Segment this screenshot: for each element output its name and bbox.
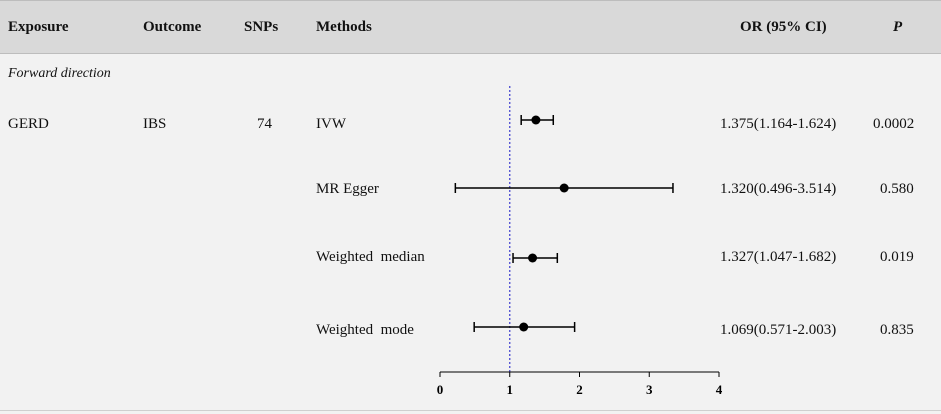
x-tick-label-3: 3 (646, 382, 653, 397)
header-outcome: Outcome (143, 19, 202, 35)
estimate-point-2 (528, 253, 538, 263)
or-ci-mr-egger: 1.320(0.496-3.514) (720, 181, 837, 197)
section-label: Forward direction (8, 66, 111, 81)
or-ci-weighted-median: 1.327(1.047-1.682) (720, 249, 837, 265)
p-weighted-median: 0.019 (880, 249, 914, 265)
table-header: Exposure Outcome SNPs Methods OR (95% CI… (0, 0, 941, 54)
estimate-point-0 (531, 115, 541, 125)
estimate-point-1 (559, 183, 569, 193)
p-ivw: 0.0002 (873, 116, 915, 132)
snps-value: 74 (257, 116, 272, 132)
p-weighted-mode: 0.835 (880, 322, 914, 338)
estimate-point-3 (519, 322, 529, 332)
header-methods: Methods (316, 19, 372, 35)
or-ci-weighted-mode: 1.069(0.571-2.003) (720, 322, 837, 338)
p-mr-egger: 0.580 (880, 181, 914, 197)
header-p: P (893, 19, 903, 35)
exposure-value: GERD (8, 116, 49, 132)
header-or-ci: OR (95% CI) (740, 19, 827, 35)
header-exposure: Exposure (8, 19, 69, 35)
x-tick-label-4: 4 (716, 382, 723, 397)
method-weighted-mode: Weighted mode (316, 322, 414, 338)
method-weighted-median: Weighted median (316, 249, 425, 265)
method-mr-egger: MR Egger (316, 181, 379, 197)
or-ci-ivw: 1.375(1.164-1.624) (720, 116, 837, 132)
x-tick-label-2: 2 (576, 382, 583, 397)
x-tick-label-0: 0 (437, 382, 444, 397)
table-bottom-border (0, 410, 941, 411)
method-ivw: IVW (316, 116, 346, 132)
x-tick-label-1: 1 (507, 382, 514, 397)
header-snps: SNPs (244, 19, 279, 35)
outcome-value: IBS (143, 116, 167, 132)
